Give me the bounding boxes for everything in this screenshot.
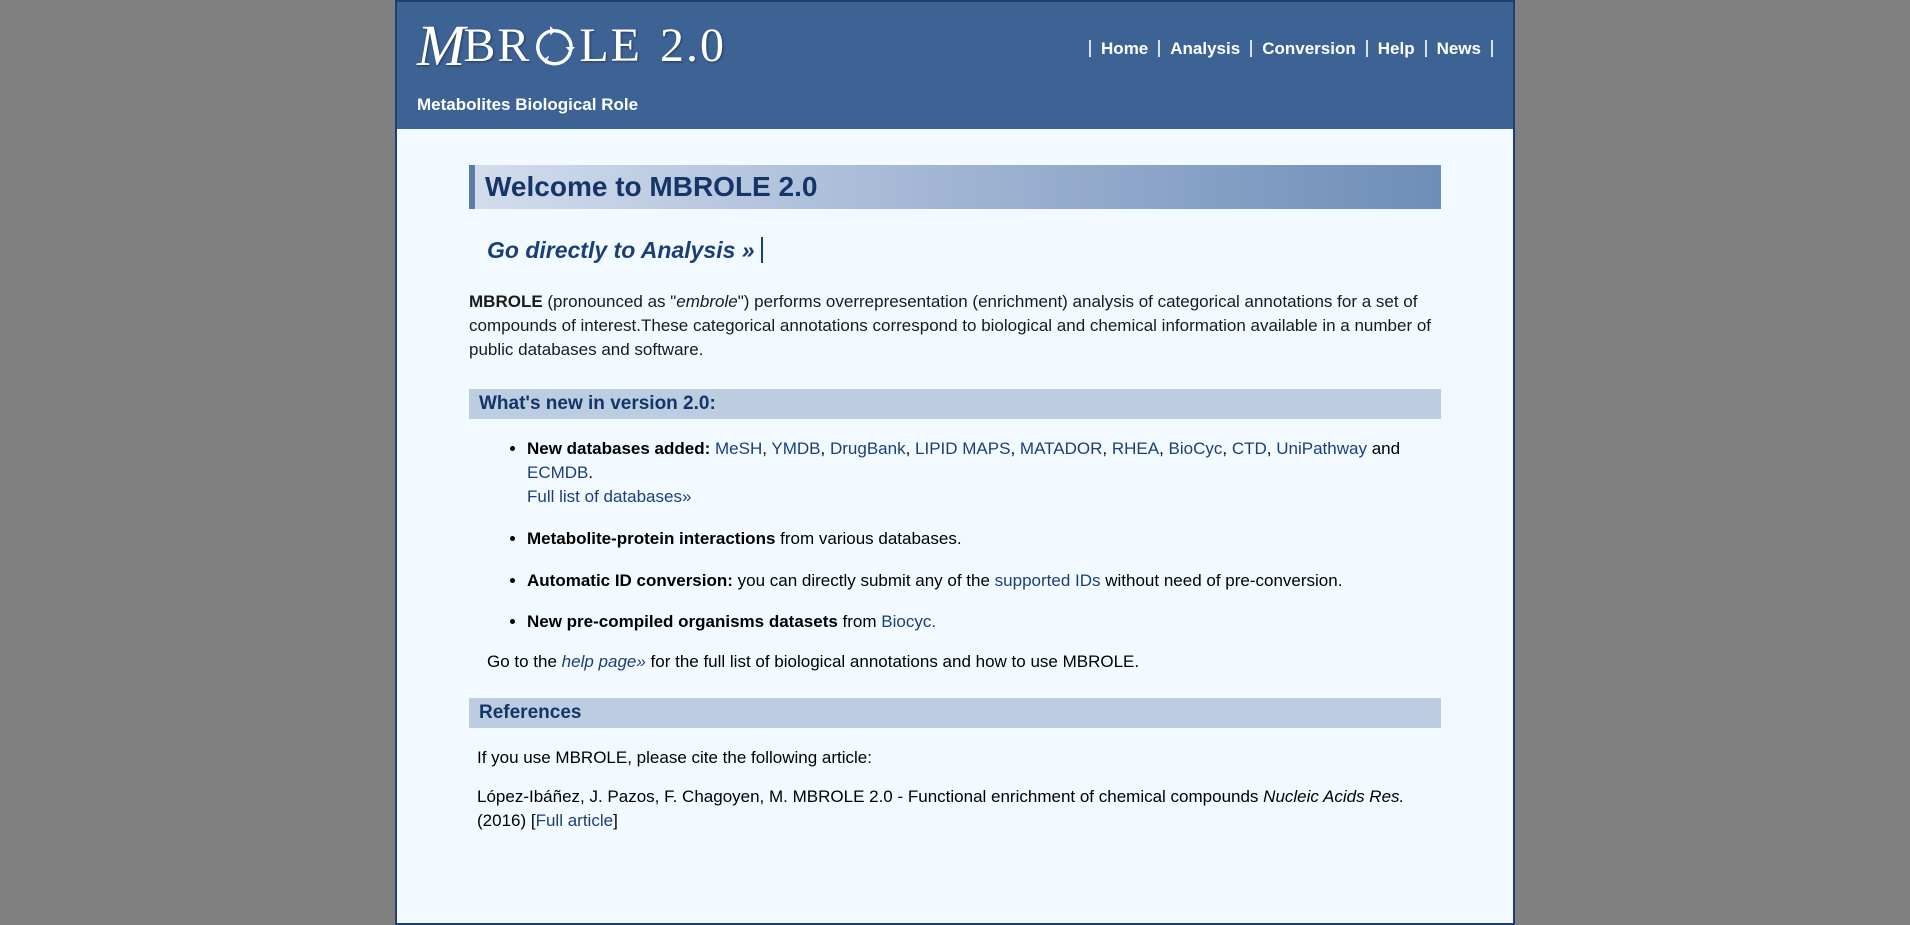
db-link-biocyc[interactable]: BioCyc [1169, 439, 1223, 458]
news3-t2: without need of pre-conversion. [1101, 571, 1343, 590]
supported-ids-link[interactable]: supported IDs [995, 571, 1101, 590]
db-link-ctd[interactable]: CTD [1232, 439, 1267, 458]
news3-bold: Automatic ID conversion: [527, 571, 733, 590]
news2-text: from various databases. [775, 529, 961, 548]
biocyc-link[interactable]: Biocyc. [881, 612, 936, 631]
db-link-mesh[interactable]: MeSH [715, 439, 762, 458]
ref-year: (2016) [ [477, 811, 536, 830]
news1-and: and [1367, 439, 1400, 458]
references-heading: References [469, 698, 1441, 728]
whats-new-heading: What's new in version 2.0: [469, 389, 1441, 419]
nav-help[interactable]: Help [1366, 40, 1425, 57]
db-link-ecmdb[interactable]: ECMDB [527, 463, 588, 482]
logo[interactable]: MBR LE 2.0 [417, 12, 726, 79]
logo-text-pre: BR [463, 18, 531, 73]
ref-close: ] [613, 811, 618, 830]
news-item-databases: New databases added: MeSH, YMDB, DrugBan… [527, 437, 1441, 508]
ref-journal: Nucleic Acids Res. [1263, 787, 1404, 806]
news4-t1: from [838, 612, 881, 631]
db-link-rhea[interactable]: RHEA [1112, 439, 1159, 458]
header-row: MBR LE 2.0 Home Analysis Conversion Help N… [417, 12, 1493, 79]
db-link-unipathway[interactable]: UniPathway [1276, 439, 1367, 458]
header-subtitle: Metabolites Biological Role [417, 95, 1493, 115]
main-nav: Home Analysis Conversion Help News [1089, 40, 1493, 57]
ref-intro: If you use MBROLE, please cite the follo… [477, 746, 1441, 771]
news2-bold: Metabolite-protein interactions [527, 529, 775, 548]
ref-text: López-Ibáñez, J. Pazos, F. Chagoyen, M. … [477, 787, 1263, 806]
logo-m: M [417, 12, 467, 79]
nav-conversion[interactable]: Conversion [1250, 40, 1366, 57]
nav-analysis[interactable]: Analysis [1158, 40, 1250, 57]
header: MBR LE 2.0 Home Analysis Conversion Help N… [397, 2, 1513, 129]
nav-news[interactable]: News [1425, 40, 1493, 57]
db-link-lipidmaps[interactable]: LIPID MAPS [915, 439, 1010, 458]
help-page-link[interactable]: help page» [562, 652, 646, 671]
references-body: If you use MBROLE, please cite the follo… [477, 746, 1441, 834]
logo-version: 2.0 [660, 18, 726, 73]
welcome-heading: Welcome to MBROLE 2.0 [469, 165, 1441, 209]
news3-t1: you can directly submit any of the [733, 571, 995, 590]
intro-bold: MBROLE [469, 292, 543, 311]
help-post: for the full list of biological annotati… [646, 652, 1139, 671]
news1-period: . [588, 463, 593, 482]
ref-citation: López-Ibáñez, J. Pazos, F. Chagoyen, M. … [477, 785, 1441, 834]
full-article-link[interactable]: Full article [536, 811, 613, 830]
go-analysis-link[interactable]: Go directly to Analysis » [487, 237, 763, 263]
news-item-organisms: New pre-compiled organisms datasets from… [527, 610, 1441, 634]
news-item-interactions: Metabolite-protein interactions from var… [527, 527, 1441, 551]
news4-bold: New pre-compiled organisms datasets [527, 612, 838, 631]
full-db-list-link[interactable]: Full list of databases» [527, 487, 691, 506]
db-link-matador[interactable]: MATADOR [1020, 439, 1102, 458]
intro-t1: (pronounced as " [543, 292, 677, 311]
page-container: MBR LE 2.0 Home Analysis Conversion Help N… [395, 0, 1515, 925]
news1-bold: New databases added: [527, 439, 710, 458]
main-content: Welcome to MBROLE 2.0 Go directly to Ana… [397, 129, 1513, 878]
logo-text-post: LE [579, 18, 642, 73]
cycle-icon [534, 25, 576, 67]
go-analysis-wrap: Go directly to Analysis » [487, 237, 1441, 264]
nav-home[interactable]: Home [1089, 40, 1158, 57]
intro-italic: embrole [676, 292, 737, 311]
help-pre: Go to the [487, 652, 562, 671]
help-line: Go to the help page» for the full list o… [487, 652, 1441, 672]
news-item-conversion: Automatic ID conversion: you can directl… [527, 569, 1441, 593]
intro-paragraph: MBROLE (pronounced as "embrole") perform… [469, 290, 1441, 361]
db-link-drugbank[interactable]: DrugBank [830, 439, 906, 458]
db-link-ymdb[interactable]: YMDB [771, 439, 820, 458]
whats-new-list: New databases added: MeSH, YMDB, DrugBan… [469, 437, 1441, 634]
